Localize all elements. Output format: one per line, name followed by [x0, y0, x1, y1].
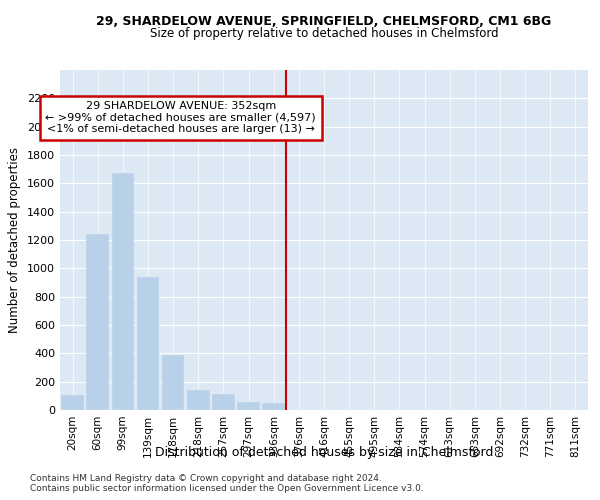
Text: 29, SHARDELOW AVENUE, SPRINGFIELD, CHELMSFORD, CM1 6BG: 29, SHARDELOW AVENUE, SPRINGFIELD, CHELM… [97, 15, 551, 28]
Bar [137, 277, 160, 410]
Text: 29 SHARDELOW AVENUE: 352sqm
← >99% of detached houses are smaller (4,597)
<1% of: 29 SHARDELOW AVENUE: 352sqm ← >99% of de… [46, 101, 316, 134]
Bar [237, 402, 260, 410]
Text: Size of property relative to detached houses in Chelmsford: Size of property relative to detached ho… [149, 28, 499, 40]
Bar [112, 174, 134, 410]
Bar [162, 355, 184, 410]
Text: Contains HM Land Registry data © Crown copyright and database right 2024.: Contains HM Land Registry data © Crown c… [30, 474, 382, 483]
Bar [61, 395, 84, 410]
Bar [86, 234, 109, 410]
Text: Distribution of detached houses by size in Chelmsford: Distribution of detached houses by size … [155, 446, 493, 459]
Text: Contains public sector information licensed under the Open Government Licence v3: Contains public sector information licen… [30, 484, 424, 493]
Bar [262, 403, 285, 410]
Bar [187, 390, 209, 410]
Y-axis label: Number of detached properties: Number of detached properties [8, 147, 22, 333]
Bar [212, 394, 235, 410]
